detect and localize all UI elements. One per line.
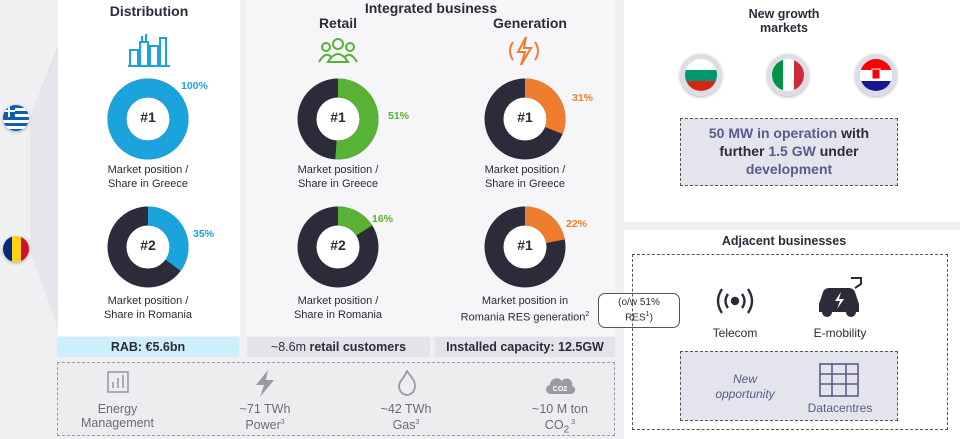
romania-flag-icon xyxy=(3,236,29,262)
donut-ret_gr xyxy=(297,78,379,160)
retail-title: Retail xyxy=(318,15,358,31)
res-callout: (o/w 51% RES1) xyxy=(598,293,680,328)
donut-share-segment xyxy=(107,206,189,288)
energy-management-box xyxy=(57,362,615,436)
retail-romania-pct: 16% xyxy=(372,213,394,225)
donut-ret_ro xyxy=(297,206,379,288)
installed-capacity-bar: Installed capacity: 12.5GW xyxy=(435,337,615,357)
rab-bar: RAB: €5.6bn xyxy=(57,337,239,357)
dist-romania-caption: Market position / Share in Romania xyxy=(103,295,193,321)
donut-share-segment xyxy=(297,206,379,288)
growth-title: New growth markets xyxy=(748,7,820,35)
dist-greece-pct: 100% xyxy=(181,80,208,92)
donut-share-segment xyxy=(297,78,379,160)
donut-layer xyxy=(107,78,566,288)
growth-capacity-box: 50 MW in operation with further 1.5 GW u… xyxy=(680,118,898,186)
dist-greece-caption: Market position / Share in Greece xyxy=(107,164,189,190)
power-lightning-icon xyxy=(256,370,274,397)
donut-dist_ro xyxy=(107,206,189,288)
adjacent-box xyxy=(632,254,948,430)
new-opportunity-box xyxy=(680,351,898,421)
donut-share-segment xyxy=(484,78,566,160)
gen-romania-pct: 22% xyxy=(566,218,588,230)
bar-chart-icon xyxy=(107,371,129,393)
greece-flag-icon xyxy=(3,105,29,131)
lightning-icon xyxy=(509,36,539,66)
croatia-flag-icon xyxy=(855,54,897,96)
donut-hole xyxy=(504,98,546,140)
power-plant-icon xyxy=(128,34,170,67)
donut-gen_ro xyxy=(484,206,566,288)
distribution-title: Distribution xyxy=(109,3,189,19)
retail-greece-pct: 51% xyxy=(388,110,410,122)
donut-hole xyxy=(127,98,169,140)
retail-romania-rank: #2 xyxy=(330,237,346,253)
retail-romania-caption: Market position / Share in Romania xyxy=(293,295,383,321)
donut-share-segment xyxy=(484,206,566,288)
co2-cloud-icon: CO2 xyxy=(545,378,576,394)
donut-hole xyxy=(317,226,359,268)
people-icon xyxy=(318,38,358,63)
e-mobility-label: E-mobility xyxy=(813,326,867,340)
retail-customers-bar: ~8.6m retail customers xyxy=(247,337,430,357)
e-mobility-car-icon xyxy=(819,277,862,317)
donut-gen_gr xyxy=(484,78,566,160)
new-opportunity-label: New opportunity xyxy=(715,372,775,401)
gas-volume-label: ~42 TWh Gas3 xyxy=(380,402,432,433)
integrated-business-panel xyxy=(247,0,615,336)
gen-greece-caption: Market position / Share in Greece xyxy=(484,164,566,190)
gen-greece-pct: 31% xyxy=(572,92,594,104)
italy-flag-icon xyxy=(767,54,809,96)
dist-romania-rank: #2 xyxy=(140,237,156,253)
datacentres-label: Datacentres xyxy=(807,401,873,415)
country-bracket xyxy=(30,40,60,330)
telecom-label: Telecom xyxy=(712,326,758,340)
co2-volume-label: ~10 M ton CO2 3 xyxy=(532,402,588,436)
dist-greece-rank: #1 xyxy=(140,109,156,125)
dist-romania-pct: 35% xyxy=(193,228,215,240)
flame-icon xyxy=(398,370,416,396)
gen-romania-caption: Market position in Romania RES generation… xyxy=(460,295,590,324)
retail-greece-caption: Market position / Share in Greece xyxy=(297,164,379,190)
integrated-business-title: Integrated business xyxy=(364,0,498,16)
retail-greece-rank: #1 xyxy=(330,109,346,125)
co2-cloud-text: CO2 xyxy=(553,386,568,393)
donut-hole xyxy=(504,226,546,268)
gen-greece-rank: #1 xyxy=(517,109,533,125)
power-volume-label: ~71 TWh Power3 xyxy=(239,402,291,433)
donut-hole xyxy=(127,226,169,268)
datacentre-server-icon xyxy=(819,363,859,397)
gen-romania-rank: #1 xyxy=(517,237,533,253)
donut-share-segment xyxy=(107,78,189,160)
donut-hole xyxy=(317,98,359,140)
adjacent-title: Adjacent businesses xyxy=(721,234,847,248)
donut-dist_gr xyxy=(107,78,189,160)
energy-management-label: Energy Management xyxy=(81,402,154,430)
telecom-signal-icon xyxy=(716,288,754,314)
bulgaria-flag-icon xyxy=(680,54,722,96)
generation-title: Generation xyxy=(493,15,567,31)
